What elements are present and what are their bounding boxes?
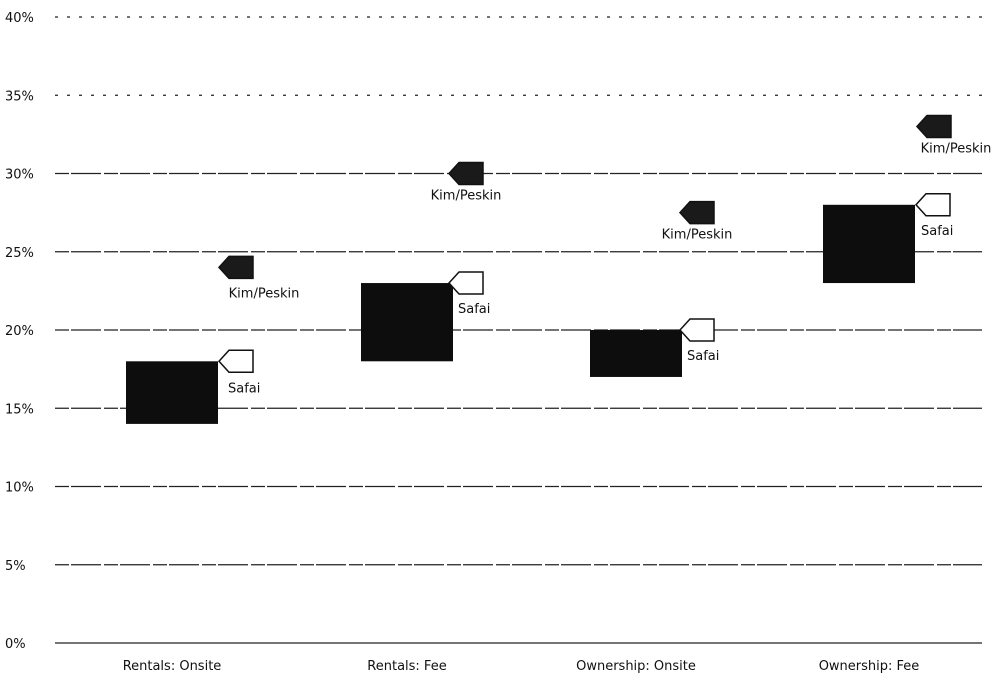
- safai-label: Safai: [458, 302, 490, 317]
- y-tick-label: 30%: [5, 168, 34, 183]
- safai-marker: [217, 349, 254, 374]
- markers: Kim/Peskin Kim/Peskin Kim/Peskin Kim/Peskin…: [217, 114, 991, 396]
- x-axis-categories: Rentals: Onsite Rentals: Fee Ownership: On…: [123, 659, 920, 674]
- kim-peskin-label: Kim/Peskin: [921, 142, 991, 157]
- x-category-label: Ownership: Onsite: [576, 659, 696, 674]
- kim-peskin-marker: [678, 200, 715, 225]
- safai-label: Safai: [228, 381, 260, 396]
- y-tick-label: 20%: [5, 324, 34, 339]
- range-bar: [823, 204, 915, 284]
- kim-peskin-marker: [447, 161, 484, 186]
- range-bar: [361, 283, 453, 362]
- safai-marker: [914, 193, 951, 217]
- y-tick-label: 40%: [5, 11, 34, 26]
- kim-peskin-marker: [915, 114, 952, 139]
- gridlines: [55, 16, 982, 644]
- y-tick-label: 25%: [5, 246, 34, 261]
- x-category-label: Rentals: Onsite: [123, 659, 222, 674]
- kim-peskin-label: Kim/Peskin: [431, 189, 502, 204]
- y-tick-label: 0%: [5, 637, 26, 652]
- kim-peskin-label: Kim/Peskin: [662, 228, 733, 243]
- range-bars: [126, 204, 915, 424]
- x-category-label: Rentals: Fee: [367, 659, 446, 674]
- y-tick-label: 35%: [5, 89, 34, 104]
- kim-peskin-label: Kim/Peskin: [229, 286, 300, 301]
- y-tick-label: 10%: [5, 481, 34, 496]
- safai-label: Safai: [687, 349, 719, 364]
- range-bar: [126, 361, 218, 424]
- safai-label: Safai: [921, 224, 953, 239]
- kim-peskin-marker: [217, 255, 254, 280]
- x-category-label: Ownership: Fee: [819, 659, 920, 674]
- safai-marker: [678, 318, 715, 342]
- y-tick-label: 15%: [5, 402, 34, 417]
- y-axis-ticks: 0% 5% 10% 15% 20% 25% 30% 35% 40%: [5, 11, 34, 652]
- safai-marker: [447, 271, 484, 295]
- y-tick-label: 5%: [5, 559, 26, 574]
- range-bar: [590, 330, 682, 377]
